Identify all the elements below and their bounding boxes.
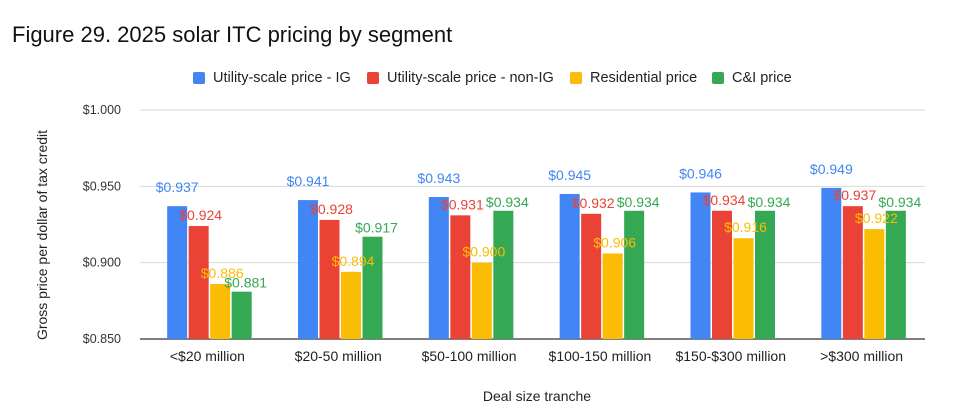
y-tick-label: $0.950	[83, 179, 121, 193]
legend-label-residential: Residential price	[590, 70, 698, 86]
data-label: $0.941	[287, 173, 330, 189]
data-label: $0.934	[878, 194, 921, 210]
data-label: $0.934	[486, 194, 529, 210]
data-label: $0.886	[201, 265, 244, 281]
y-axis-title: Gross price per dollar of tax credit	[34, 130, 50, 340]
bar	[231, 291, 252, 339]
bar	[624, 210, 645, 339]
data-label: $0.937	[156, 179, 199, 195]
y-tick-label: $0.850	[83, 332, 121, 346]
legend-label-ci: C&I price	[732, 70, 792, 86]
legend-label-utility-ig: Utility-scale price - IG	[213, 70, 351, 86]
data-label: $0.932	[572, 195, 615, 211]
data-label: $0.916	[724, 219, 767, 235]
bar	[298, 200, 318, 339]
data-label: $0.931	[441, 196, 484, 212]
bar	[821, 187, 842, 339]
bar	[188, 226, 209, 339]
data-label: $0.943	[417, 170, 460, 186]
data-label: $0.922	[855, 210, 898, 226]
data-label: $0.924	[179, 207, 222, 223]
bar	[755, 210, 775, 339]
bar	[602, 253, 623, 339]
bar	[733, 238, 754, 339]
data-label: $0.945	[548, 167, 591, 183]
bar	[690, 192, 711, 339]
x-tick-label: $150-$300 million	[675, 348, 786, 364]
y-tick-label: $1.000	[83, 103, 121, 117]
data-label: $0.906	[593, 235, 636, 251]
data-label: $0.934	[748, 194, 791, 210]
x-tick-label: $20-50 million	[295, 348, 382, 364]
legend-item-ci: C&I price	[712, 70, 792, 86]
x-tick-label: <$20 million	[170, 348, 245, 364]
figure-title: Figure 29. 2025 solar ITC pricing by seg…	[12, 22, 453, 47]
data-label: $0.949	[810, 161, 853, 177]
x-tick-label: $50-100 million	[422, 348, 517, 364]
data-label: $0.934	[617, 194, 660, 210]
bar	[842, 206, 863, 339]
data-label: $0.894	[332, 253, 375, 269]
x-tick-label: $100-150 million	[549, 348, 652, 364]
legend-swatch-residential	[570, 72, 582, 84]
legend-item-utility-ig: Utility-scale price - IG	[193, 70, 351, 86]
x-tick-label: >$300 million	[820, 348, 903, 364]
chart-legend: Utility-scale price - IG Utility-scale p…	[0, 70, 976, 94]
bar	[712, 210, 732, 339]
legend-item-utility-non-ig: Utility-scale price - non-IG	[367, 70, 554, 86]
data-label: $0.937	[833, 187, 876, 203]
bar	[559, 193, 580, 339]
legend-label-utility-non-ig: Utility-scale price - non-IG	[387, 70, 554, 86]
data-label: $0.917	[355, 220, 398, 236]
legend-swatch-utility-non-ig	[367, 72, 379, 84]
bar	[167, 206, 188, 339]
bar	[428, 197, 449, 339]
bar	[450, 215, 471, 339]
bar	[362, 236, 383, 339]
data-label: $0.900	[462, 244, 505, 260]
bar	[493, 210, 514, 339]
bar	[864, 229, 885, 339]
data-label: $0.946	[679, 165, 722, 181]
bar	[581, 213, 602, 339]
bar	[319, 219, 340, 339]
bar	[210, 284, 231, 339]
data-label: $0.881	[224, 275, 267, 291]
legend-swatch-ci	[712, 72, 724, 84]
bar	[471, 262, 492, 339]
bar	[885, 210, 906, 339]
legend-swatch-utility-ig	[193, 72, 205, 84]
y-tick-label: $0.900	[83, 256, 121, 270]
legend-item-residential: Residential price	[570, 70, 697, 86]
data-label: $0.928	[310, 201, 353, 217]
data-label: $0.934	[703, 192, 746, 208]
x-axis-title: Deal size tranche	[483, 388, 591, 404]
bar	[341, 271, 361, 339]
